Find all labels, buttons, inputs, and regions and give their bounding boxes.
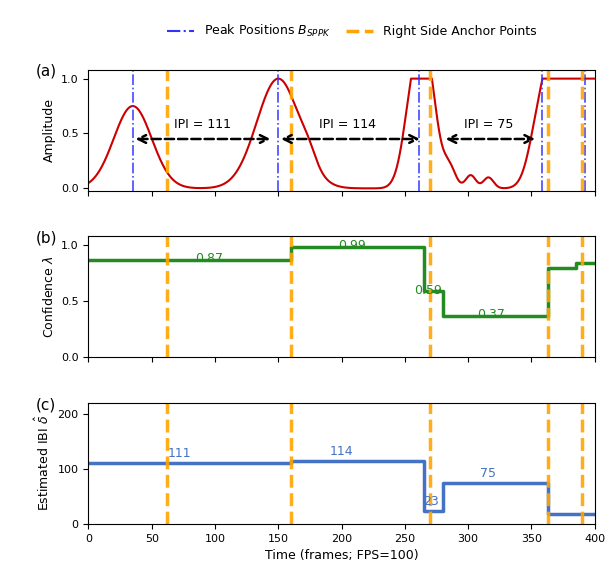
Text: IPI = 111: IPI = 111 [174,118,231,132]
Text: 75: 75 [481,467,497,480]
Y-axis label: Amplitude: Amplitude [43,98,56,162]
X-axis label: Time (frames; FPS=100): Time (frames; FPS=100) [265,549,418,562]
Y-axis label: Estimated IBI $\hat{\delta}$: Estimated IBI $\hat{\delta}$ [34,416,52,512]
Text: 111: 111 [168,447,192,460]
Text: (c): (c) [35,397,56,412]
Text: IPI = 114: IPI = 114 [320,118,376,132]
Legend: Peak Positions $B_{SPPK}$, Right Side Anchor Points: Peak Positions $B_{SPPK}$, Right Side An… [162,18,542,44]
Text: 0.99: 0.99 [338,239,365,252]
Text: (b): (b) [35,230,57,246]
Text: 0.37: 0.37 [477,308,505,321]
Text: (a): (a) [35,64,56,79]
Text: IPI = 75: IPI = 75 [464,118,513,132]
Text: 114: 114 [330,445,353,459]
Text: 0.59: 0.59 [414,284,442,297]
Text: 23: 23 [423,495,439,509]
Y-axis label: Confidence $\lambda$: Confidence $\lambda$ [41,255,56,338]
Text: 0.87: 0.87 [195,252,223,265]
